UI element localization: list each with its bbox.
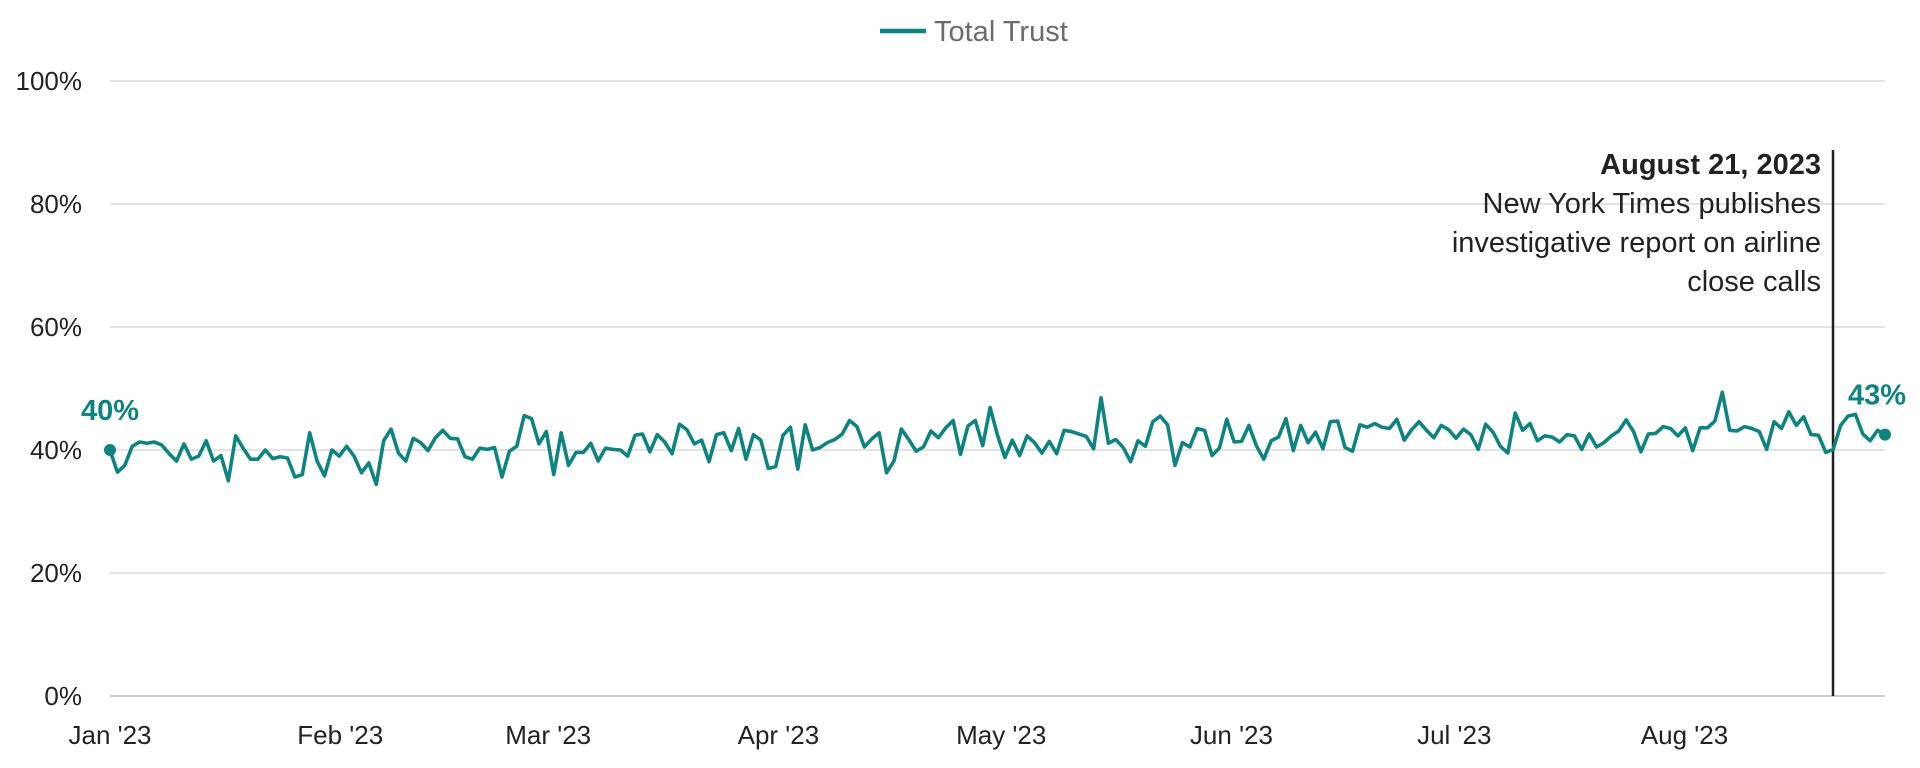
annotation-title: August 21, 2023 [1600, 149, 1821, 181]
series-layer: 40% 43% [81, 380, 1906, 487]
x-tick-label: Aug '23 [1641, 720, 1728, 750]
start-data-label: 40% [81, 395, 139, 427]
x-tick-label: Jul '23 [1417, 720, 1491, 750]
legend: Total Trust [880, 16, 1068, 48]
y-tick-label: 80% [30, 189, 82, 219]
annotation-text-line: investigative report on airline [1452, 227, 1821, 259]
x-tick-label: Jan '23 [68, 720, 151, 750]
y-tick-label: 40% [30, 435, 82, 465]
y-tick-label: 0% [44, 681, 82, 711]
end-point-marker [1879, 428, 1891, 441]
start-point-marker [104, 444, 116, 456]
annotation-text-line: close calls [1687, 266, 1821, 298]
annotation: August 21, 2023 New York Times publishes… [1452, 149, 1835, 696]
annotation-text-line: New York Times publishes [1483, 188, 1822, 220]
y-tick-label: 100% [16, 66, 83, 96]
x-tick-label: Feb '23 [297, 720, 383, 750]
y-tick-label: 60% [30, 312, 82, 342]
legend-label-total-trust: Total Trust [934, 16, 1068, 48]
y-tick-label: 20% [30, 558, 82, 588]
x-tick-label: May '23 [956, 720, 1046, 750]
x-tick-label: Mar '23 [505, 720, 591, 750]
x-tick-label: Apr '23 [738, 720, 820, 750]
series-line-total-trust [108, 390, 1887, 487]
grid-layer [110, 80, 1885, 697]
end-data-label: 43% [1848, 380, 1906, 412]
x-axis-ticks: Jan '23 Feb '23 Mar '23 Apr '23 May '23 Jun '… [68, 720, 1728, 750]
x-tick-label: Jun '23 [1190, 720, 1273, 750]
y-axis-ticks: 0% 20% 40% 60% 80% 100% [16, 66, 83, 711]
